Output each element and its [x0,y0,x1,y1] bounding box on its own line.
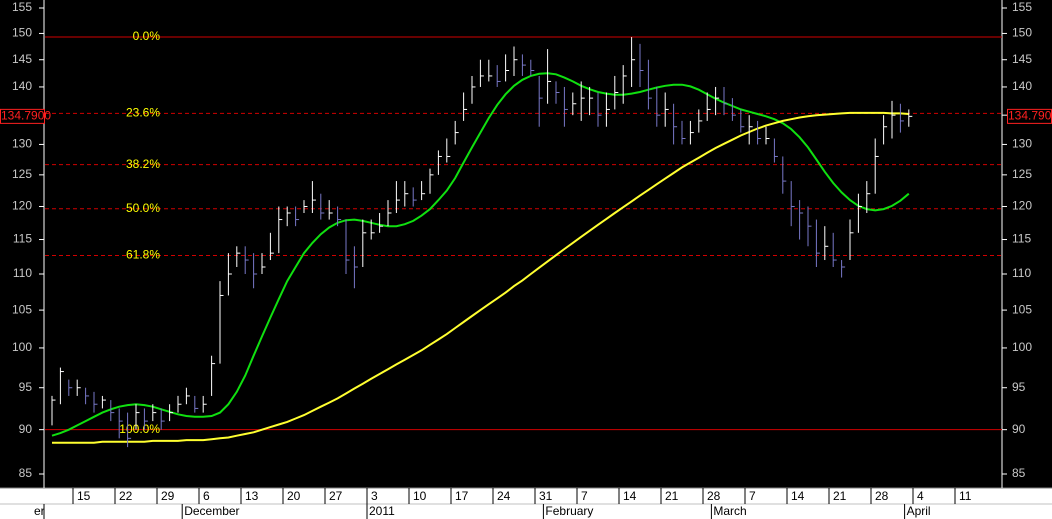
month-label: er [34,504,45,518]
moving-average-line [51,72,910,437]
y-tick-label-right: 110 [1012,266,1031,280]
y-tick-label-left: 100 [12,340,32,354]
y-tick-label-left: 125 [12,167,32,181]
x-tick-label: 3 [371,489,378,503]
x-tick-label: 14 [623,489,637,503]
x-tick-label: 7 [749,489,756,503]
y-tick-label-left: 130 [12,137,32,151]
fib-label: 23.6% [126,106,160,120]
x-tick-label: 7 [581,489,588,503]
x-tick-label: 28 [707,489,721,503]
y-tick-label-right: 120 [1012,199,1032,213]
y-tick-label-left: 95 [19,380,33,394]
x-tick-label: 20 [287,489,301,503]
y-tick-label-left: 145 [12,52,32,66]
y-tick-label-right: 85 [1012,466,1026,480]
x-tick-label: 13 [245,489,259,503]
y-tick-label-right: 150 [1012,26,1032,40]
x-tick-label: 29 [161,489,175,503]
month-label: 2011 [369,504,395,518]
last-price-box [0,108,45,124]
x-tick-label: 21 [665,489,679,503]
moving-average-line [52,111,909,444]
y-tick-label-left: 120 [12,199,32,213]
y-tick-label-right: 145 [1012,52,1032,66]
y-tick-label-right: 130 [1012,137,1032,151]
x-tick-label: 22 [119,489,133,503]
x-tick-label: 10 [413,489,427,503]
y-tick-label-left: 105 [12,302,32,316]
y-tick-label-right: 95 [1012,380,1026,394]
y-tick-label-right: 115 [1012,232,1031,246]
y-tick-label-right: 100 [1012,340,1032,354]
last-price-label: 134.7900 [1008,109,1052,123]
x-tick-label: 17 [455,489,469,503]
x-tick-label: 27 [329,489,343,503]
x-tick-label: 24 [497,489,511,503]
y-tick-label-left: 150 [12,26,32,40]
fib-label: 50.0% [126,201,160,215]
fib-label: 61.8% [126,248,160,262]
x-tick-label: 31 [539,489,553,503]
x-tick-label: 4 [917,489,924,503]
month-label: March [713,504,746,518]
y-tick-label-left: 85 [19,466,33,480]
y-tick-label-right: 140 [1012,79,1032,93]
y-tick-label-left: 110 [13,266,32,280]
y-tick-label-left: 115 [13,232,32,246]
fib-label: 0.0% [133,29,161,43]
y-tick-label-right: 125 [1012,167,1032,181]
fib-label: 38.2% [126,157,160,171]
y-tick-label-right: 90 [1012,422,1026,436]
last-price-label: 134.7900 [1,109,51,123]
fib-label: 100.0% [119,422,160,436]
x-tick-label: 28 [875,489,889,503]
y-tick-label-left: 155 [12,0,32,14]
y-tick-label-left: 90 [19,422,33,436]
x-tick-label: 6 [203,489,210,503]
x-tick-label: 11 [959,489,972,503]
y-tick-label-right: 155 [1012,0,1032,14]
x-tick-label: 21 [833,489,847,503]
month-label: February [545,504,593,518]
y-tick-label-left: 140 [12,79,32,93]
x-tick-label: 14 [791,489,805,503]
x-tick-label: 15 [77,489,91,503]
month-label: April [907,504,931,518]
month-label: December [184,504,239,518]
y-tick-label-right: 105 [1012,302,1032,316]
